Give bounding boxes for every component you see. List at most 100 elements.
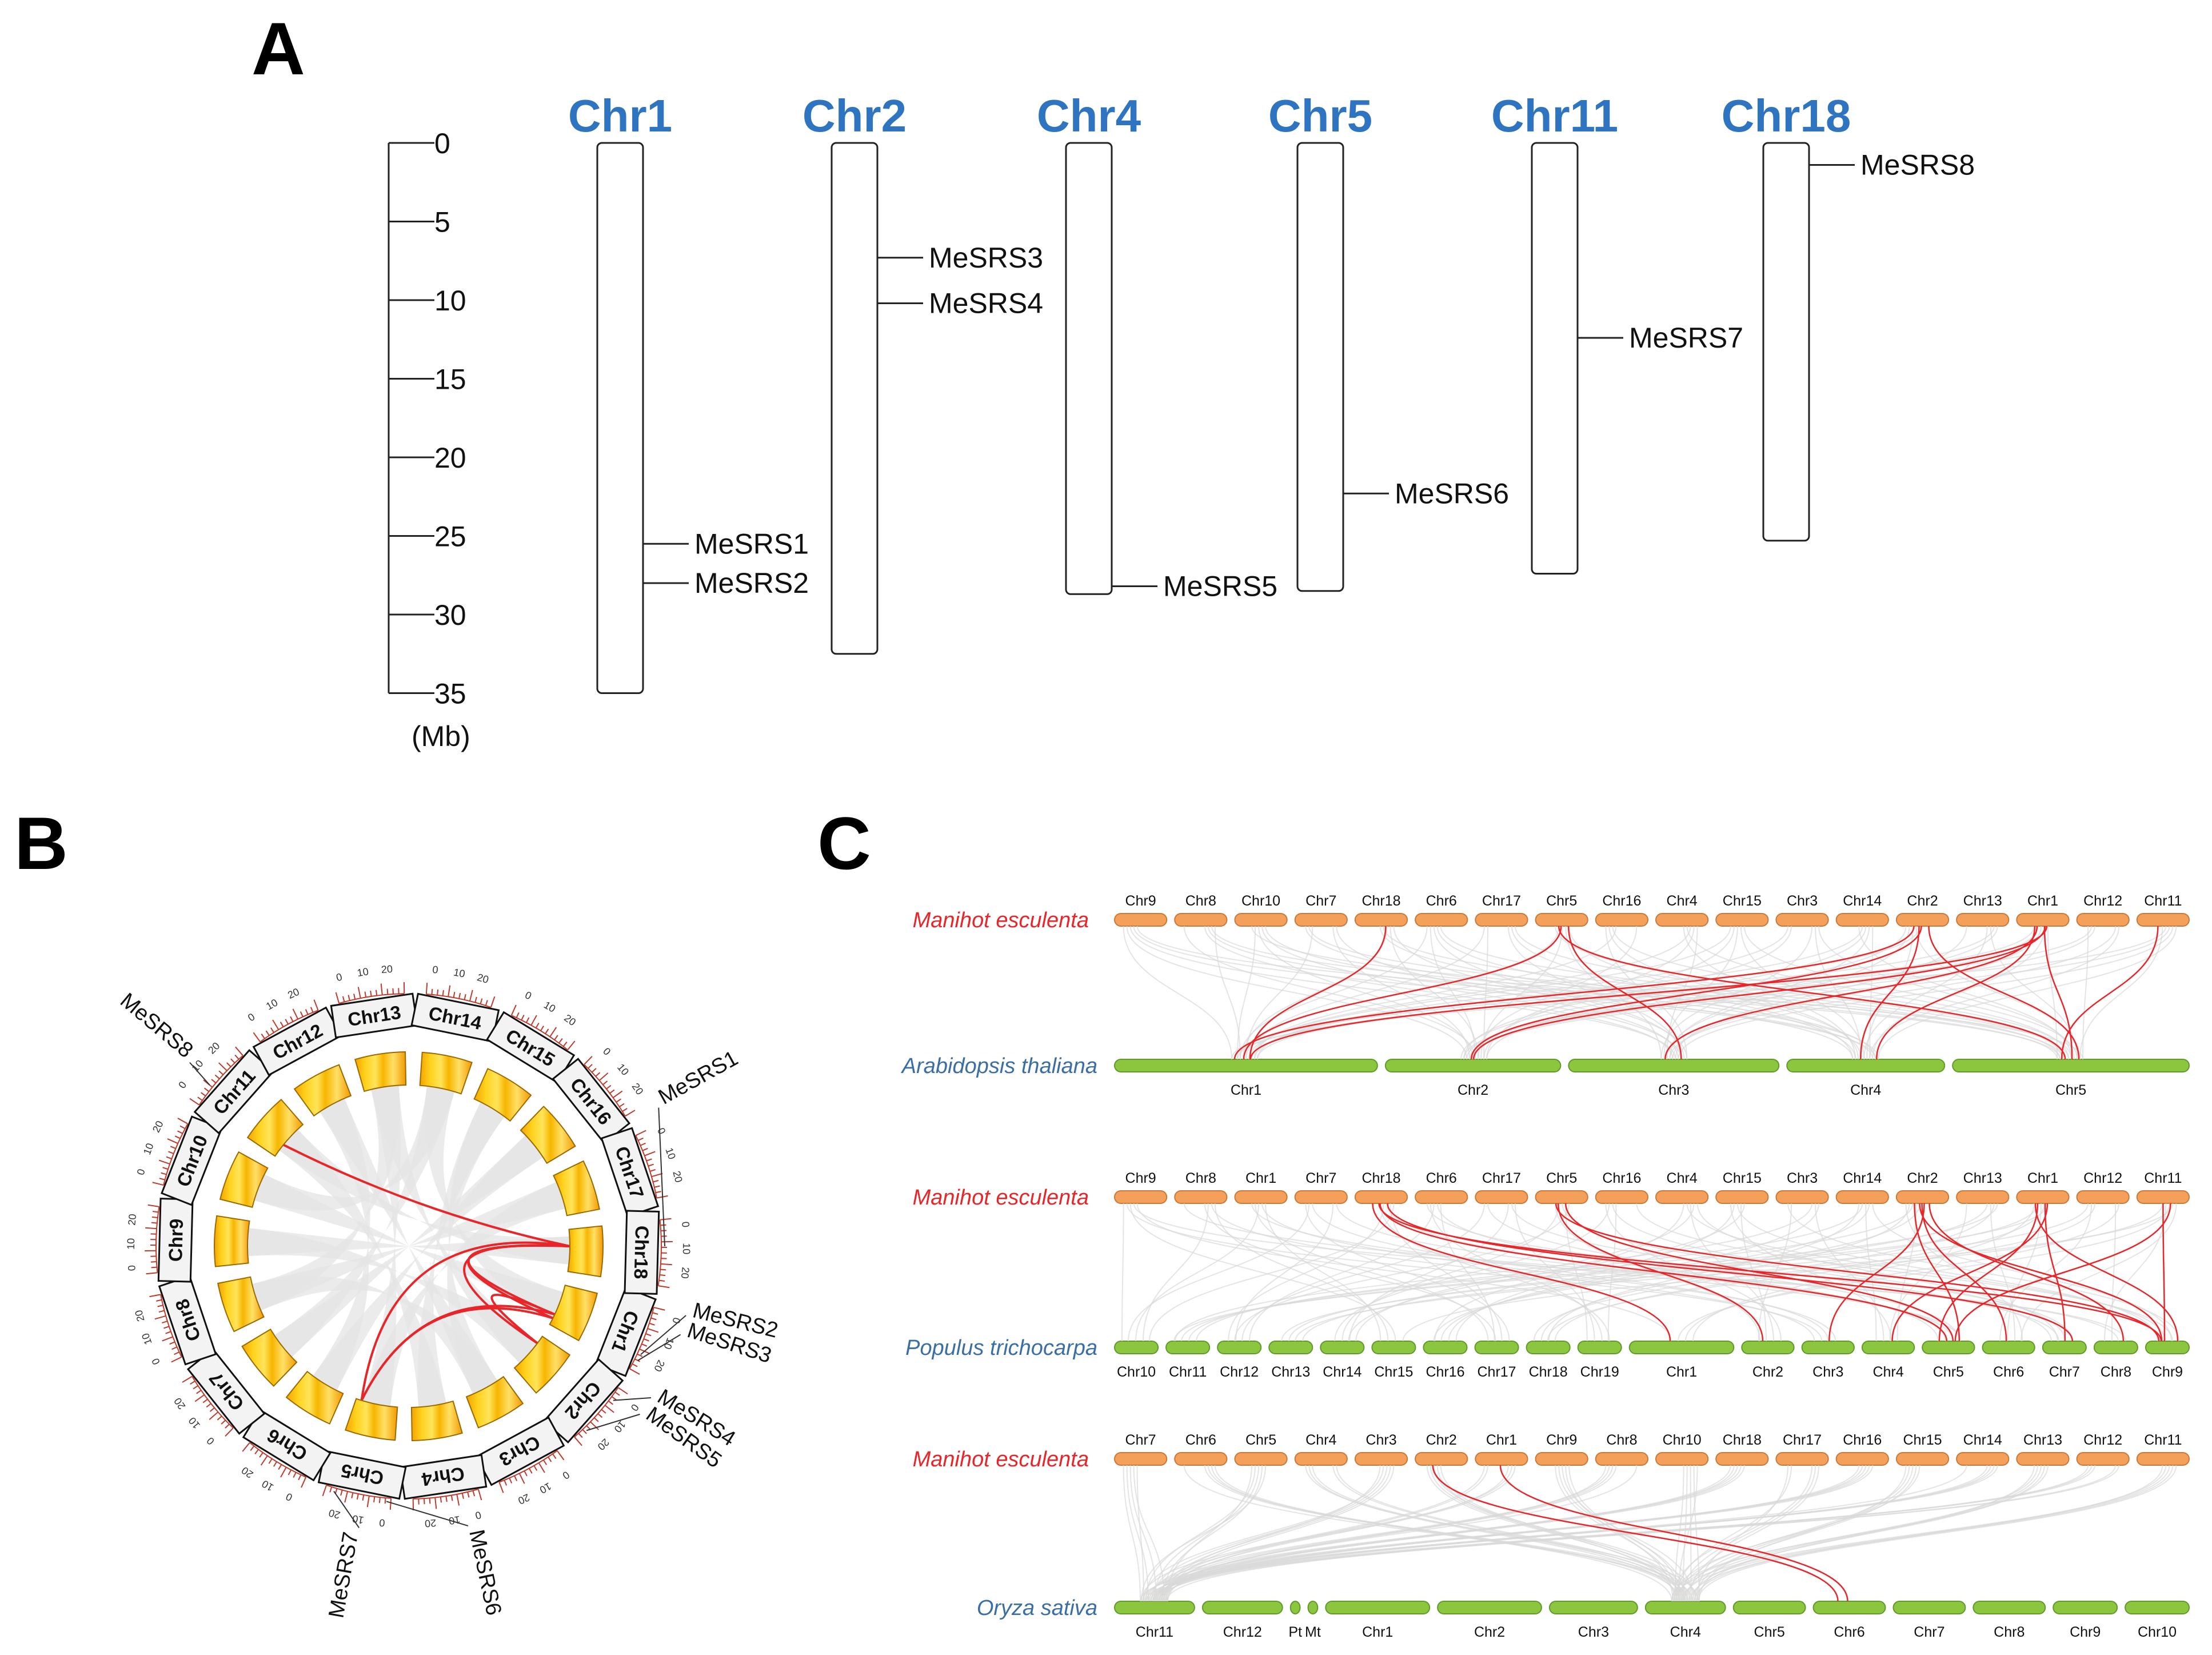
top-chromosome-bar [1415, 1190, 1468, 1204]
top-chromosome-bar [1595, 1452, 1649, 1466]
gene-label: MeSRS3 [929, 242, 1043, 274]
background-synteny-link [1554, 1203, 2045, 1342]
chromosome-scale-tick [629, 1368, 640, 1375]
chromosome-scale-tick [485, 1000, 488, 1006]
background-synteny-link [1878, 926, 2177, 1060]
chromosome-scale-tick [189, 1098, 200, 1106]
background-synteny-link [1159, 1465, 1391, 1602]
background-synteny-link [1162, 1465, 1617, 1602]
scale-unit: (Mb) [412, 720, 470, 752]
synteny-block: Manihot esculenta Populus trichocarpa Chr9… [905, 1170, 2190, 1380]
orthologous-gene-link [2061, 926, 2159, 1060]
chromosome-scale-tick [203, 1087, 210, 1092]
top-chromosome-label: Chr8 [1185, 893, 1216, 909]
chromosome-heat-band [419, 1051, 473, 1095]
top-chromosome-bar [1294, 913, 1348, 927]
chromosome-scale-label: 10 [356, 966, 369, 979]
chromosome-scale-label: 10 [260, 1478, 275, 1493]
chromosome-scale-label: 0 [205, 1435, 217, 1447]
background-synteny-link [1265, 926, 1854, 1060]
chromosome-label-box [624, 1210, 660, 1295]
top-chromosome-label: Chr8 [1185, 1170, 1216, 1186]
chromosome-ideograms: Chr1 MeSRS1 MeSRS2 Chr2 MeSRS3 MeSRS4 Chr4 MeSR… [568, 90, 1975, 694]
chromosome-scale-tick [584, 1055, 593, 1065]
orthologous-gene-link [1919, 1203, 2163, 1342]
chromosome-bar [1065, 142, 1113, 595]
chromosome-scale-tick [161, 1172, 167, 1175]
background-synteny-ribbon [417, 1102, 505, 1407]
top-chromosome-bar [1835, 913, 1889, 927]
bottom-chromosome-label: Chr10 [1117, 1364, 1156, 1380]
chromosome-scale-tick [179, 1125, 186, 1130]
chromosome-scale-tick [635, 1130, 646, 1136]
chromosome-scale-tick [510, 1004, 517, 1016]
chromosome-scale-tick [357, 987, 361, 999]
chromosome-scale-tick [384, 1498, 386, 1504]
chromosome-scale-tick [177, 1130, 183, 1134]
bottom-chromosome-label: Chr10 [2138, 1624, 2177, 1640]
chromosome-scale-tick [259, 1452, 263, 1458]
chromosome-label-group: Chr9 [157, 1198, 194, 1283]
chromosome-scale-tick [329, 1486, 333, 1493]
bottom-chromosome-bar [1268, 1341, 1313, 1354]
scale-bar: 0 5 10 15 20 25 30 35 [388, 127, 466, 710]
background-synteny-link [1145, 1465, 2093, 1602]
background-synteny-link [1151, 1465, 1388, 1602]
top-chromosome-label: Chr13 [1963, 1170, 2002, 1186]
chromosome-heat-band [513, 1335, 571, 1394]
circos-gene-label: MeSRS1 [654, 1046, 742, 1109]
chromosome-scale-tick [590, 1421, 600, 1430]
bottom-chromosome-bar [1384, 1059, 1562, 1072]
bottom-chromosome-label: Chr7 [1914, 1624, 1945, 1640]
chromosome-scale-tick [641, 1343, 648, 1347]
top-chromosome-label: Chr4 [1667, 1170, 1698, 1186]
chromosome-heat-band [473, 1068, 532, 1122]
orthologous-gene-link [2044, 1203, 2066, 1342]
chromosome-scale-tick [165, 1331, 171, 1334]
orthologous-gene-link [1378, 1203, 2162, 1342]
background-synteny-link [1675, 926, 1967, 1060]
bottom-chromosome-label: Chr17 [1478, 1364, 1516, 1380]
chromosome-scale-label: 20 [595, 1436, 611, 1452]
background-synteny-link [1160, 1465, 1745, 1602]
background-synteny-link [1308, 1465, 1678, 1602]
synteny-links [247, 1085, 570, 1407]
background-synteny-link [1612, 1203, 2066, 1342]
top-chromosome-label: Chr7 [1125, 1432, 1156, 1448]
chromosome-scale-tick [448, 985, 451, 997]
chromosome-scale-label: 0 [135, 1168, 147, 1177]
chromosome-scale-tick [490, 996, 496, 1008]
top-chromosome-label: Chr1 [1245, 1170, 1276, 1186]
bottom-chromosome-label: Chr9 [2152, 1364, 2183, 1380]
top-chromosome-bar [1475, 1190, 1528, 1204]
bottom-chromosome-label: Chr3 [1658, 1082, 1689, 1098]
chromosome-scale-arc [413, 1488, 479, 1500]
chromosome-scale-tick [206, 1403, 211, 1408]
chromosome-heat-band [285, 1370, 344, 1425]
chromosome-title: Chr2 [802, 90, 907, 141]
orthologous-gene-link [1558, 926, 2066, 1060]
top-chromosome-bar [1775, 913, 1829, 927]
chromosome-scale-tick [588, 1064, 593, 1069]
chromosome-scale-tick [504, 1479, 508, 1486]
orthologous-gene-link [1938, 1203, 2039, 1342]
top-chromosome-label: Chr9 [1546, 1432, 1577, 1448]
chromosome-scale-tick [642, 1147, 648, 1151]
chromosome-scale-arc [191, 1376, 234, 1429]
top-chromosome-bar [1956, 1190, 2010, 1204]
chromosome-scale-tick [149, 1294, 161, 1298]
bottom-chromosome-bar [1526, 1341, 1571, 1354]
species-top-label: Manihot esculenta [913, 1447, 1089, 1471]
background-synteny-link [1136, 926, 2061, 1060]
top-chromosome-bar [2076, 1452, 2130, 1466]
chromosome-scale-label: 20 [381, 963, 393, 976]
chromosome-heat-band [219, 1151, 269, 1208]
top-chromosome-bar [1595, 1190, 1649, 1204]
chromosome-scale-tick [163, 1326, 170, 1329]
chromosome-scale-tick [649, 1169, 656, 1172]
panel-a-chromosome-map: 0 5 10 15 20 25 30 35 (Mb) Chr1 MeSRS1 MeSRS2 Chr2… [388, 90, 1975, 752]
chromosome-scale-tick [591, 1068, 597, 1073]
orthologous-gene-link [1564, 1203, 1954, 1342]
background-synteny-link [1145, 1465, 1256, 1602]
